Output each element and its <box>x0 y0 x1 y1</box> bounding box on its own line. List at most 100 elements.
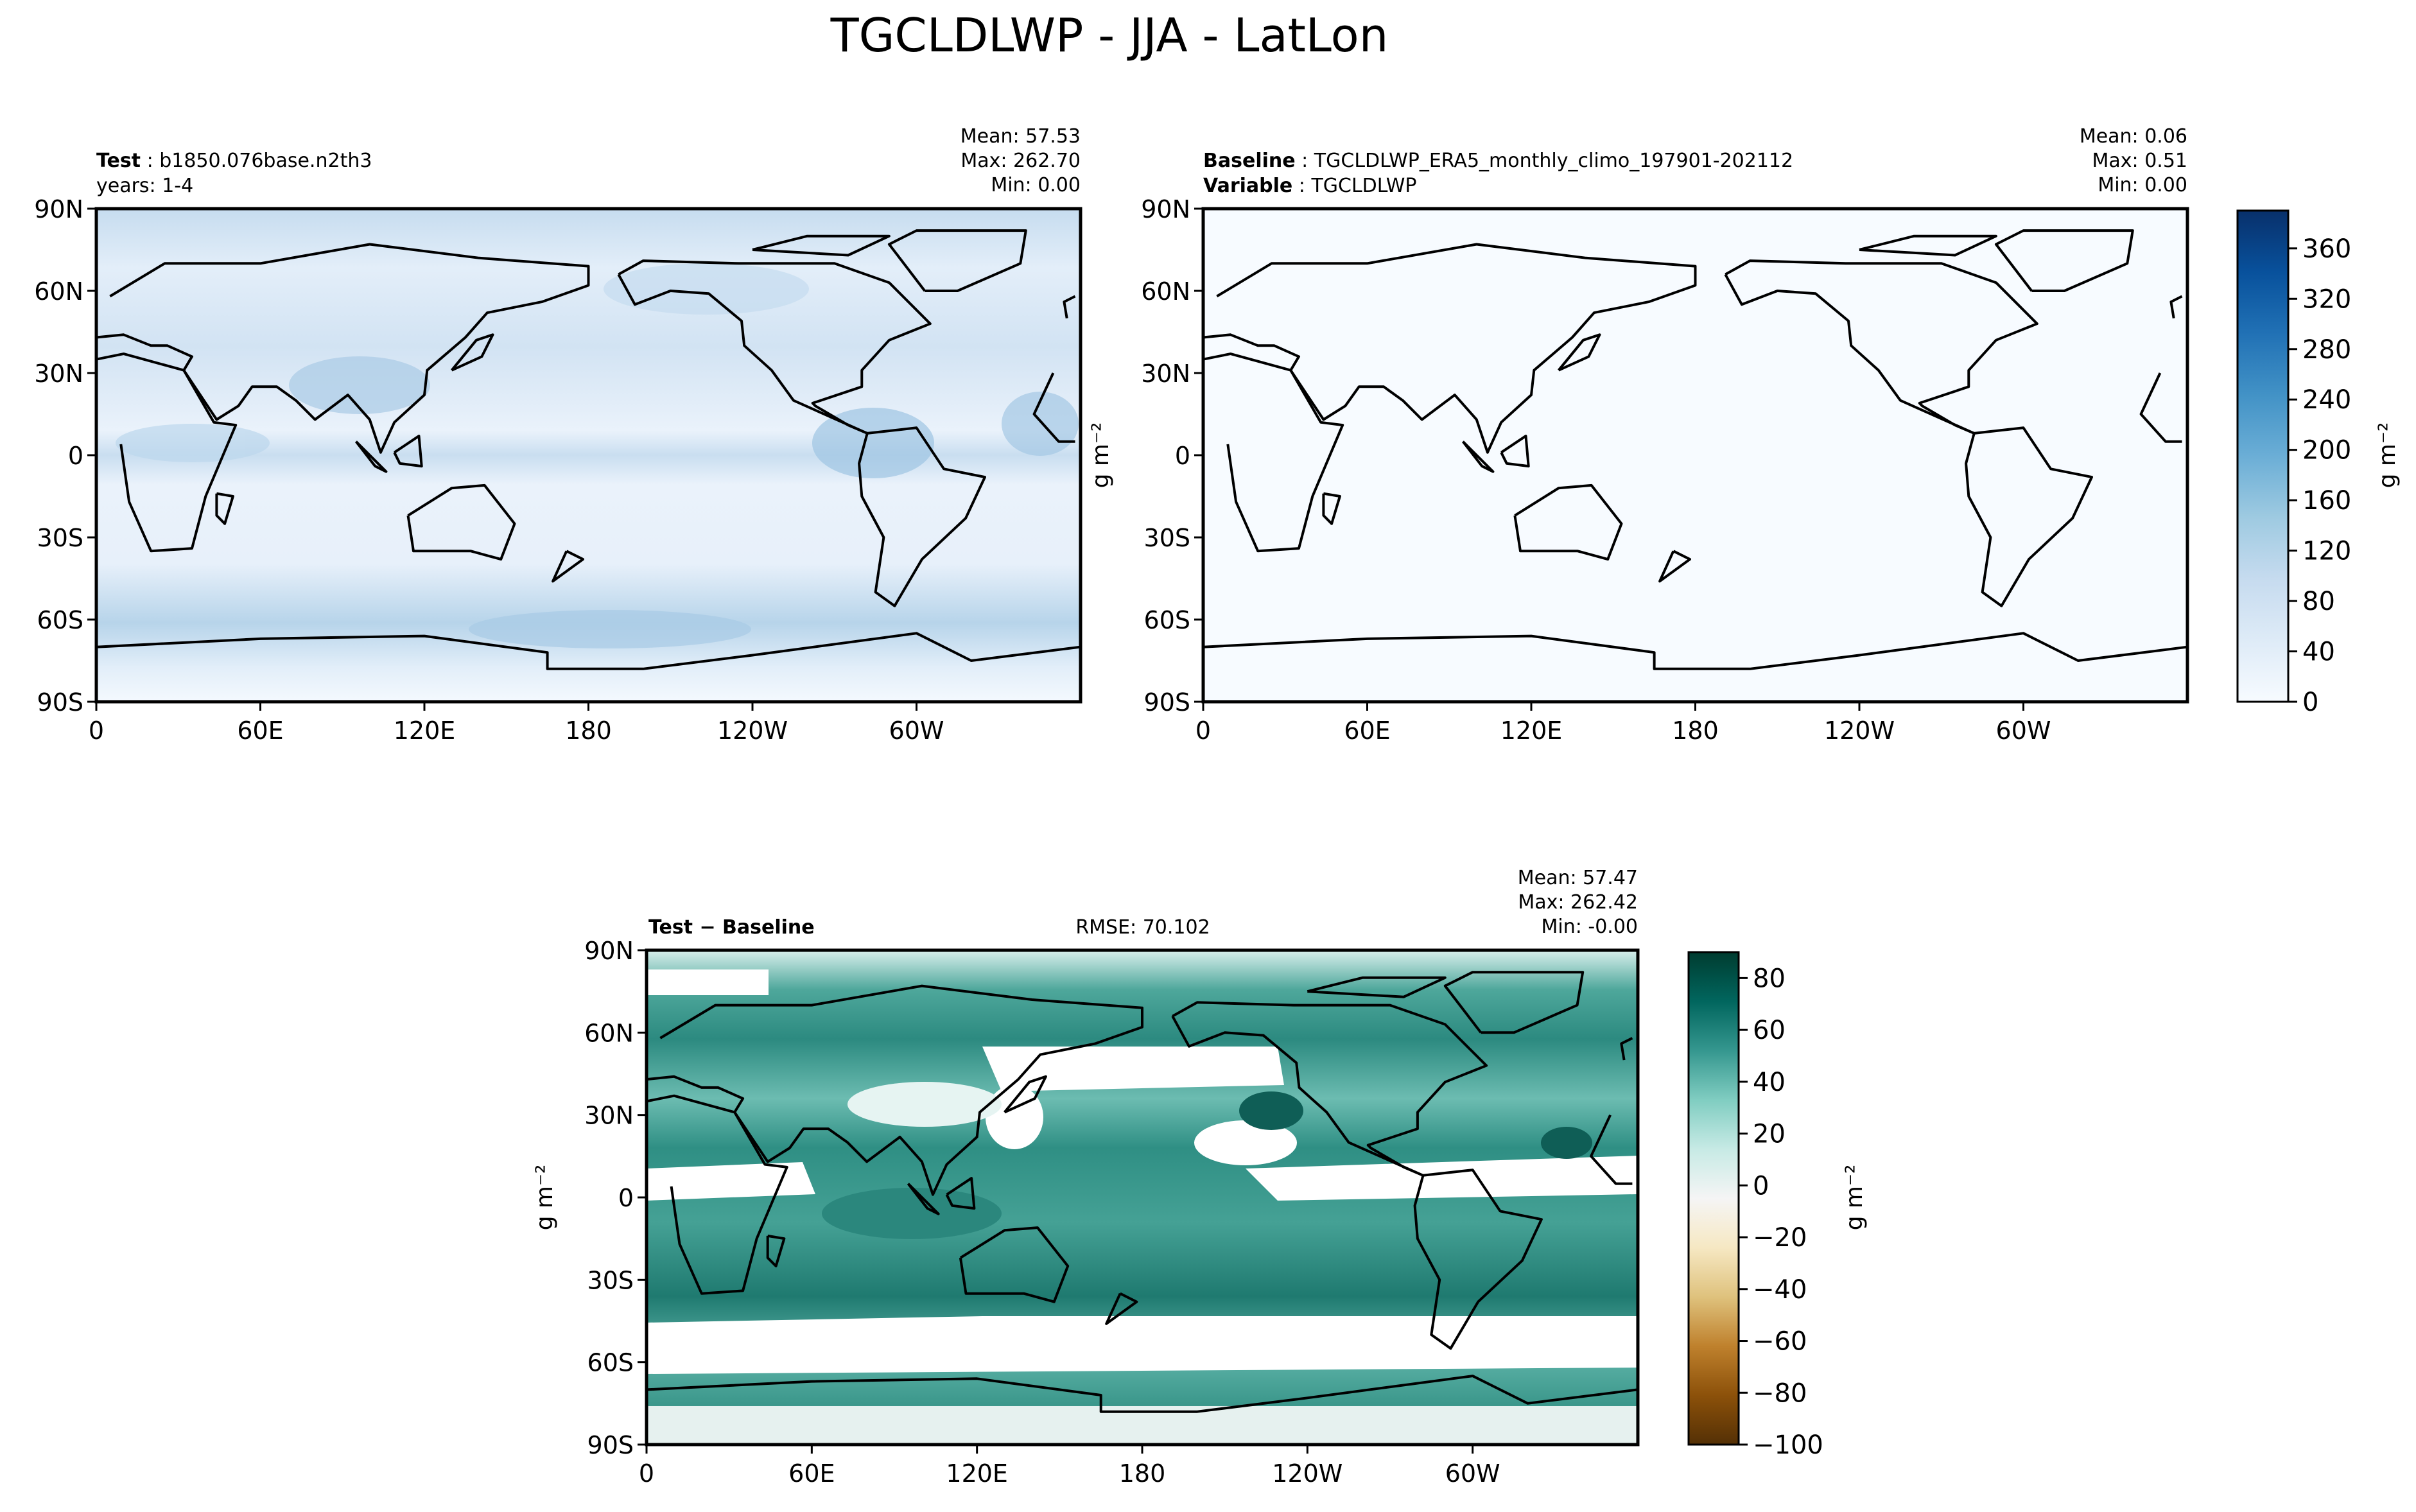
ytick-label: 60N <box>1141 277 1190 306</box>
brbg-colorbar-tick-label: 80 <box>1753 964 1786 993</box>
stat-min: Min: -0.00 <box>1542 916 1638 938</box>
stat-max: Max: 262.42 <box>1518 891 1638 914</box>
baseline-coastline-8 <box>1461 440 1495 473</box>
ytick-label: 30S <box>587 1266 634 1294</box>
blues-colorbar-tick-label: 160 <box>2302 486 2351 516</box>
difference-coastline-10 <box>766 1234 786 1267</box>
stat-min: Min: 0.00 <box>2098 174 2187 196</box>
ytick-label: 0 <box>618 1184 634 1212</box>
baseline-header-line-1: Baseline : TGCLDLWP_ERA5_monthly_climo_1… <box>1203 150 1793 172</box>
difference-coastline-1 <box>646 984 1143 1196</box>
brbg-colorbar-tick-label: 0 <box>1753 1171 1769 1201</box>
brbg-colorbar-ticks: 80 60 40 20 0 −20 −40 −60 −80 −100 <box>1739 964 1823 1460</box>
xtick-label: 60E <box>788 1459 835 1488</box>
baseline-header-colon: : <box>1301 150 1314 172</box>
blues-colorbar-ticks: 360 320 280 240 200 160 120 80 40 0 <box>2288 234 2351 717</box>
test-coastline-0 <box>96 352 1075 553</box>
difference-rmse: RMSE: 70.102 <box>1075 916 1210 939</box>
baseline-variable-label: Variable <box>1203 175 1292 197</box>
ytick-label: 60S <box>37 606 83 634</box>
baseline-coastline-3 <box>1994 229 2134 292</box>
difference-xticks: 0 60E 120E 180 120W 60W <box>639 1445 1500 1488</box>
xtick-label: 180 <box>1119 1459 1166 1488</box>
ytick-label: 90S <box>37 688 83 717</box>
xtick-label: 60W <box>889 717 944 745</box>
test-xticks: 0 60E 120E 180 120W 60W <box>89 702 944 745</box>
blues-colorbar-tick-label: 280 <box>2302 335 2351 365</box>
xtick-label: 180 <box>1672 717 1719 745</box>
blues-colorbar-tick-label: 320 <box>2302 284 2351 314</box>
ytick-label: 60S <box>587 1349 634 1377</box>
brbg-colorbar-tick-label: 20 <box>1753 1120 1786 1149</box>
xtick-label: 0 <box>1195 717 1211 745</box>
ytick-label: 90N <box>34 195 83 223</box>
baseline-map-field <box>1203 209 2187 702</box>
difference-coastline-7 <box>945 1177 976 1210</box>
baseline-coastline-13 <box>1859 234 1997 257</box>
baseline-coastline-4 <box>1965 426 2093 607</box>
baseline-coastline-1 <box>1203 243 1697 454</box>
difference-panel: 90N 60N 30N 0 30S 60S 90S 0 60E 120E 180 120W 60W T… <box>532 867 1868 1488</box>
baseline-coastline-11 <box>2169 295 2183 319</box>
stat-max: Max: 262.70 <box>960 150 1081 172</box>
test-coastline-12 <box>552 550 584 583</box>
test-coastline-10 <box>215 492 234 525</box>
test-header-line-1: Test : b1850.076base.n2th3 <box>96 150 372 172</box>
xtick-label: 120W <box>1272 1459 1343 1488</box>
xtick-label: 60W <box>1445 1459 1500 1488</box>
baseline-ylabel: g m⁻² <box>1088 422 1114 489</box>
brbg-colorbar-tick-label: −20 <box>1753 1223 1807 1253</box>
ytick-label: 30N <box>1141 360 1190 388</box>
ytick-label: 90N <box>584 937 634 965</box>
baseline-coastline-5 <box>1513 483 1623 561</box>
xtick-label: 60W <box>1996 717 2051 745</box>
brbg-colorbar-tick-label: −80 <box>1753 1378 1807 1408</box>
test-coastline-7 <box>393 435 423 468</box>
stat-mean: Mean: 0.06 <box>2080 125 2187 148</box>
difference-coastline-9 <box>1004 1075 1047 1114</box>
ytick-label: 60N <box>584 1019 634 1047</box>
test-coastline-11 <box>1063 295 1076 319</box>
xtick-label: 120E <box>946 1459 1008 1488</box>
brbg-colorbar-tick-label: −100 <box>1753 1430 1823 1460</box>
blues-colorbar-tick-label: 200 <box>2302 436 2351 465</box>
stat-max: Max: 0.51 <box>2092 150 2187 172</box>
difference-coastline-3 <box>1443 971 1585 1034</box>
test-header-years: years: 1-4 <box>96 175 193 197</box>
brbg-colorbar-tick-label: 60 <box>1753 1016 1786 1045</box>
blues-colorbar-tick-label: 0 <box>2302 688 2318 717</box>
ytick-label: 30N <box>584 1102 634 1130</box>
baseline-xticks: 0 60E 120E 180 120W 60W <box>1195 702 2051 745</box>
test-panel: 90N 60N 30N 0 30S 60S 90S 0 60E 120E 180 120W 60W T… <box>34 125 1082 745</box>
baseline-coastline-10 <box>1322 492 1341 525</box>
xtick-label: 0 <box>639 1459 654 1488</box>
xtick-label: 60E <box>1344 717 1390 745</box>
brbg-colorbar-tick-label: −40 <box>1753 1275 1807 1305</box>
stat-mean: Mean: 57.47 <box>1518 867 1638 889</box>
difference-coastline-5 <box>959 1226 1070 1303</box>
blues-colorbar <box>2236 209 2290 703</box>
test-coastline-4 <box>858 426 986 607</box>
test-header-label: Test <box>96 150 141 172</box>
xtick-label: 120E <box>1500 717 1563 745</box>
difference-coastline-8 <box>907 1183 940 1215</box>
difference-coastline-13 <box>1307 976 1447 998</box>
brbg-colorbar-label: g m⁻² <box>1841 1165 1868 1231</box>
xtick-label: 180 <box>565 717 612 745</box>
brbg-colorbar <box>1687 951 1740 1446</box>
test-heat-blobs <box>116 263 1079 648</box>
test-coastline-13 <box>752 234 891 257</box>
xtick-label: 60E <box>237 717 283 745</box>
baseline-coastline-0 <box>1203 352 2182 553</box>
xtick-label: 120E <box>394 717 456 745</box>
test-yticks: 90N 60N 30N 0 30S 60S 90S <box>34 195 96 717</box>
ytick-label: 90N <box>1141 195 1190 223</box>
blues-colorbar-tick-label: 240 <box>2302 385 2351 415</box>
xtick-label: 120W <box>717 717 788 745</box>
baseline-coastline-9 <box>1558 333 1601 372</box>
baseline-header-label: Baseline <box>1203 150 1296 172</box>
difference-coastline-0 <box>646 1094 1633 1295</box>
blues-colorbar-label: g m⁻² <box>2374 422 2401 489</box>
brbg-colorbar-tick-label: −60 <box>1753 1327 1807 1357</box>
